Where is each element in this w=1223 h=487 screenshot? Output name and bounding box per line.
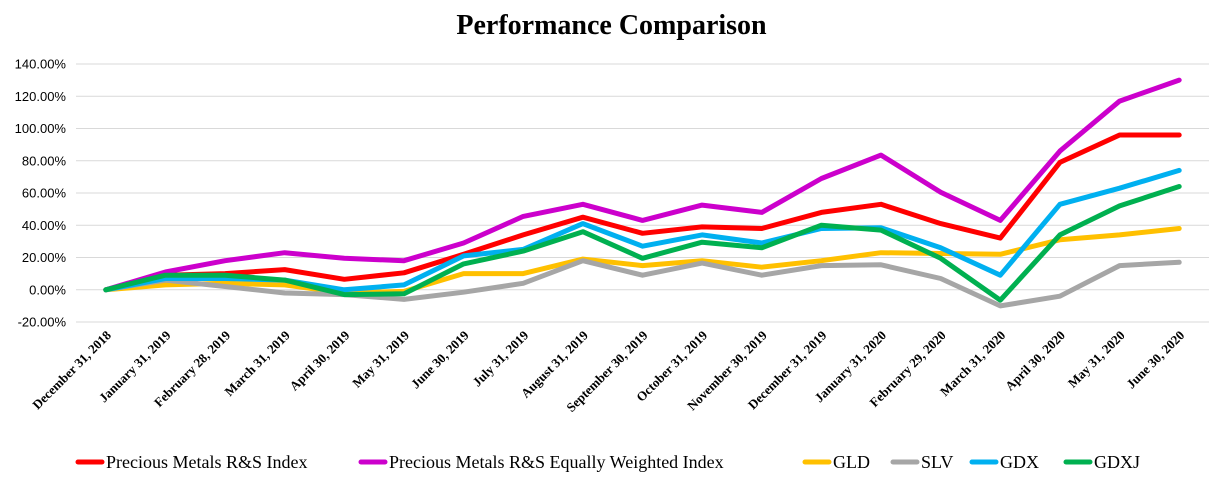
x-tick-label: May 31, 2019 <box>349 327 412 390</box>
chart-title: Performance Comparison <box>456 10 767 41</box>
y-tick-label: 100.00% <box>15 121 67 136</box>
y-tick-label: 60.00% <box>22 186 67 201</box>
y-tick-label: 140.00% <box>15 57 67 72</box>
y-tick-label: 120.00% <box>15 89 67 104</box>
series-line <box>103 258 1182 309</box>
legend-label: Precious Metals R&S Equally Weighted Ind… <box>389 452 724 472</box>
series-lines <box>103 77 1182 309</box>
y-axis-tick-labels: 140.00% 120.00% 100.00% 80.00% 60.00% 40.00% 2… <box>15 57 67 330</box>
x-tick-label: July 31, 2019 <box>469 327 531 389</box>
x-tick-label: April 30, 2019 <box>286 327 352 393</box>
x-tick-label: April 30, 2020 <box>1002 328 1068 394</box>
y-tick-label: 80.00% <box>22 153 67 168</box>
series-line <box>103 184 1182 303</box>
x-tick-label: May 31, 2020 <box>1065 328 1128 391</box>
x-tick-label: June 30, 2020 <box>1123 328 1187 392</box>
y-tick-label: 40.00% <box>22 218 67 233</box>
y-tick-label: -20.00% <box>18 315 67 330</box>
legend-label: GLD <box>833 452 870 472</box>
legend-label: GDX <box>1000 452 1039 472</box>
series-line <box>103 132 1182 293</box>
series-line <box>103 226 1182 296</box>
legend: Precious Metals R&S Index Precious Metals… <box>75 452 1140 472</box>
series-line <box>103 77 1182 293</box>
x-tick-label: June 30, 2019 <box>408 327 472 391</box>
legend-label: SLV <box>921 452 953 472</box>
legend-label: Precious Metals R&S Index <box>106 452 307 472</box>
y-tick-label: 0.00% <box>29 282 66 297</box>
y-tick-label: 20.00% <box>22 250 67 265</box>
legend-label: GDXJ <box>1094 452 1140 472</box>
